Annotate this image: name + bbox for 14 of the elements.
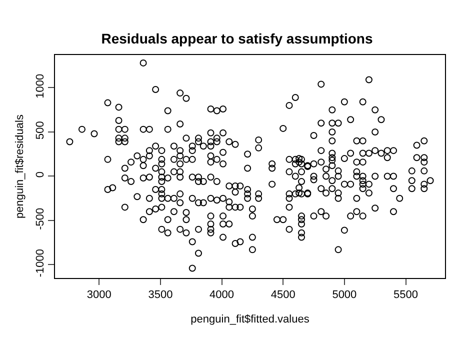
- x-tick-label: 3500: [148, 289, 173, 302]
- x-tick-label: 3000: [86, 289, 112, 302]
- x-tick-label: 5500: [394, 289, 418, 302]
- y-tick-label: 1000: [34, 74, 47, 98]
- y-tick-label: -1000: [34, 249, 47, 278]
- y-axis-title: penguin_fit$residuals: [14, 114, 26, 218]
- y-tick-label: -500: [34, 208, 47, 230]
- y-tick-label: 500: [34, 121, 47, 140]
- y-tick-label: 0: [34, 172, 47, 178]
- x-tick-label: 4500: [270, 289, 296, 302]
- x-tick-label: 5000: [332, 289, 357, 302]
- x-axis-title: penguin_fit$fitted.values: [190, 313, 310, 326]
- x-tick-label: 4000: [210, 289, 234, 302]
- chart-title: Residuals appear to satisfy assumptions: [101, 30, 373, 47]
